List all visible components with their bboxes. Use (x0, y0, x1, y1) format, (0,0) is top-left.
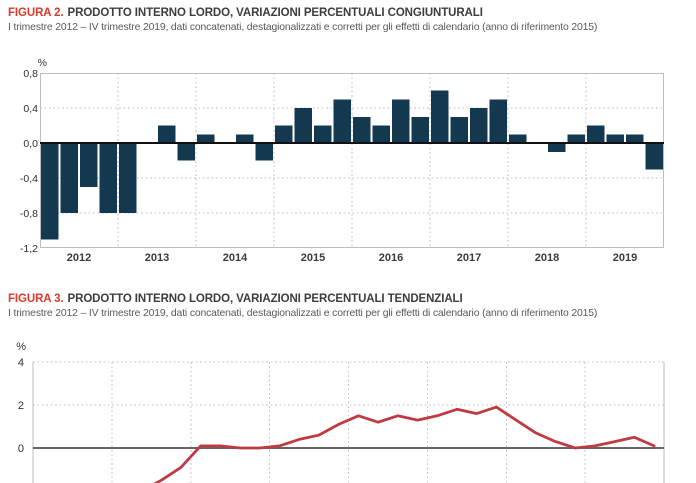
bar-quarter-4 (119, 143, 137, 213)
bar-quarter-6 (158, 125, 176, 143)
bar-quarter-28 (587, 125, 605, 143)
y-tick-label: 2 (18, 400, 24, 412)
bar-quarter-15 (333, 99, 351, 143)
year-label: 2019 (613, 252, 637, 264)
figure3-label: FIGURA 3. (8, 293, 64, 305)
figure2-header: FIGURA 2. PRODOTTO INTERNO LORDO, VARIAZI… (8, 7, 597, 34)
bar-quarter-30 (626, 134, 644, 143)
bar-quarter-14 (314, 125, 332, 143)
y-tick-label: -0,4 (20, 173, 38, 185)
y-tick-label: 0,0 (23, 138, 38, 150)
plot-border (40, 73, 664, 248)
bar-quarter-24 (509, 134, 527, 143)
y-tick-label: -1,2 (20, 243, 38, 255)
year-label: 2012 (67, 252, 91, 264)
bar-quarter-0 (41, 143, 59, 240)
bar-quarter-21 (450, 116, 468, 143)
bar-quarter-31 (645, 143, 663, 170)
year-label: 2014 (223, 252, 248, 264)
figure2-title: PRODOTTO INTERNO LORDO, VARIAZIONI PERCE… (67, 7, 483, 19)
y-tick-label: -0,8 (20, 208, 38, 220)
bar-quarter-16 (353, 116, 371, 143)
bar-quarter-22 (470, 108, 488, 143)
year-label: 2016 (379, 252, 403, 264)
y-tick-label: 4 (18, 357, 24, 369)
bar-quarter-8 (197, 134, 215, 143)
bar-quarter-7 (177, 143, 195, 161)
year-label: 2017 (457, 252, 481, 264)
gdp-line (153, 405, 656, 483)
bar-quarter-27 (567, 134, 585, 143)
bar-quarter-23 (489, 99, 507, 143)
figure3-heading: FIGURA 3. PRODOTTO INTERNO LORDO, VARIAZI… (8, 293, 597, 306)
year-label: 2018 (535, 252, 559, 264)
figure2-subtitle: I trimestre 2012 – IV trimestre 2019, da… (8, 22, 598, 33)
figure3-header: FIGURA 3. PRODOTTO INTERNO LORDO, VARIAZI… (8, 293, 597, 320)
y-tick-label: 0,4 (23, 103, 38, 115)
year-label: 2015 (301, 252, 325, 264)
bar-quarter-10 (236, 134, 254, 143)
y-tick-label: 0,8 (23, 68, 38, 80)
bar-quarter-13 (294, 108, 312, 143)
bar-quarter-3 (99, 143, 117, 213)
bar-quarter-29 (606, 134, 624, 143)
unit-label: % (38, 57, 47, 69)
figure2-label: FIGURA 2. (8, 7, 64, 19)
bar-quarter-26 (548, 143, 566, 152)
year-label: 2013 (145, 252, 169, 264)
figure2-heading: FIGURA 2. PRODOTTO INTERNO LORDO, VARIAZI… (8, 7, 597, 20)
bar-quarter-19 (411, 116, 429, 143)
bar-quarter-1 (60, 143, 78, 213)
y-tick-label: 0 (18, 443, 24, 455)
unit-label: % (16, 341, 26, 353)
bar-quarter-18 (392, 99, 410, 143)
bar-quarter-17 (372, 125, 390, 143)
bar-quarter-20 (431, 90, 449, 143)
bar-quarter-11 (255, 143, 273, 161)
figure3-subtitle: I trimestre 2012 – IV trimestre 2019, da… (8, 308, 598, 319)
bar-quarter-12 (275, 125, 293, 143)
bar-quarter-2 (80, 143, 98, 187)
figure3-title: PRODOTTO INTERNO LORDO, VARIAZIONI PERCE… (67, 293, 463, 305)
